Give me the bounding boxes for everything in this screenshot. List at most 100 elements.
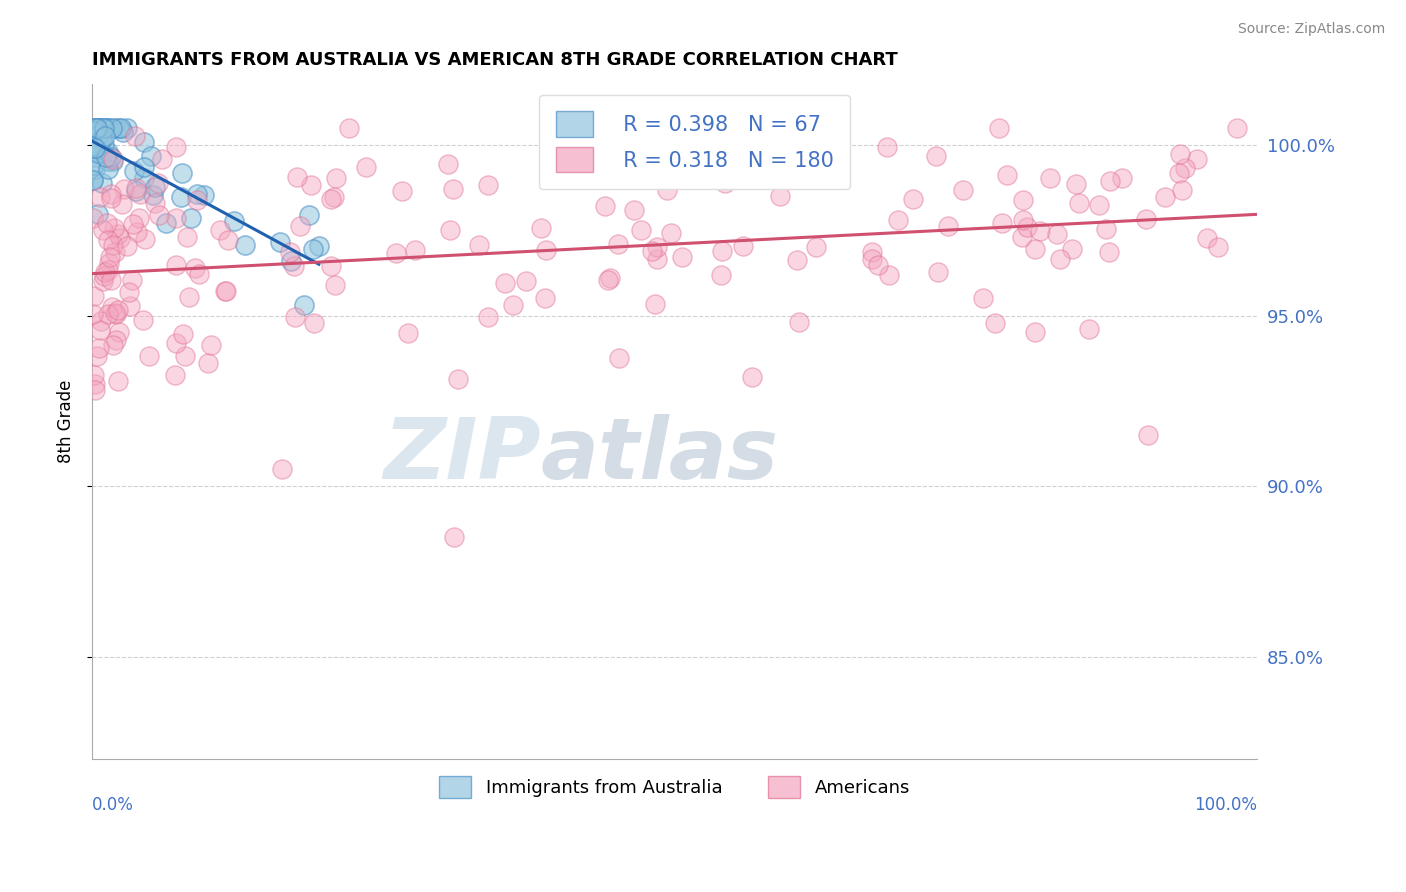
Point (132, 170, 155, 185)
Point (901, 192, 924, 206)
Point (447, 372, 470, 386)
Point (101, 338, 124, 352)
Point (112, 182, 135, 196)
Point (84, 121, 107, 136)
Text: IMMIGRANTS FROM AUSTRALIA VS AMERICAN 8TH GRADE CORRELATION CHART: IMMIGRANTS FROM AUSTRALIA VS AMERICAN 8T… (91, 51, 897, 69)
Point (146, 176, 169, 190)
Point (83, 150, 105, 164)
Point (1011, 230, 1033, 244)
Point (82, 211, 104, 226)
Point (83, 139, 105, 153)
Point (148, 208, 170, 222)
Point (302, 316, 325, 330)
Point (90, 314, 112, 328)
Point (89, 121, 111, 136)
Y-axis label: 8th Grade: 8th Grade (58, 380, 75, 463)
Point (96, 154, 118, 169)
Point (93, 137, 115, 152)
Point (93, 128, 115, 143)
Point (150, 152, 173, 166)
Point (1088, 198, 1111, 212)
Point (93, 121, 115, 136)
Point (1167, 166, 1189, 180)
Point (1111, 170, 1133, 185)
Point (125, 181, 148, 195)
Point (1174, 161, 1197, 176)
Point (984, 316, 1007, 330)
Point (534, 291, 557, 305)
Point (319, 192, 342, 206)
Point (1064, 178, 1087, 192)
Point (134, 232, 156, 246)
Point (82, 139, 104, 153)
Point (103, 244, 125, 259)
Point (87, 121, 110, 136)
Point (299, 178, 322, 192)
Text: 0.0%: 0.0% (91, 796, 134, 814)
Point (172, 166, 194, 180)
Point (723, 140, 745, 154)
Point (125, 184, 148, 198)
Point (645, 252, 668, 267)
Point (323, 277, 346, 292)
Point (879, 268, 901, 282)
Point (142, 188, 165, 202)
Text: 100.0%: 100.0% (1194, 796, 1257, 814)
Point (280, 245, 302, 260)
Point (97, 161, 120, 176)
Point (807, 169, 830, 183)
Point (733, 239, 755, 253)
Point (860, 244, 883, 259)
Point (606, 236, 628, 251)
Point (769, 189, 792, 203)
Point (89, 137, 111, 152)
Point (112, 125, 135, 139)
Point (100, 190, 122, 204)
Point (87, 342, 110, 356)
Point (804, 240, 827, 254)
Point (91, 176, 114, 190)
Point (1099, 174, 1122, 188)
Point (97, 307, 120, 321)
Point (165, 258, 187, 272)
Point (298, 208, 321, 222)
Point (787, 315, 810, 329)
Point (302, 242, 325, 256)
Point (494, 276, 516, 290)
Point (138, 350, 160, 364)
Point (176, 230, 198, 244)
Text: ZIP: ZIP (382, 414, 540, 497)
Point (1039, 170, 1062, 185)
Text: Source: ZipAtlas.com: Source: ZipAtlas.com (1237, 22, 1385, 37)
Point (91, 223, 114, 237)
Point (1060, 242, 1083, 256)
Point (404, 243, 426, 257)
Point (280, 254, 302, 268)
Point (107, 302, 129, 317)
Point (94, 121, 117, 136)
Point (233, 238, 256, 252)
Point (1015, 219, 1038, 234)
Point (1135, 212, 1157, 227)
Point (94, 150, 117, 164)
Point (97, 233, 120, 247)
Point (1049, 252, 1071, 267)
Point (87, 145, 110, 160)
Point (208, 223, 231, 237)
Point (110, 197, 132, 211)
Point (644, 297, 666, 311)
Point (89, 190, 111, 204)
Point (82, 307, 104, 321)
Point (1170, 147, 1192, 161)
Point (84, 121, 107, 136)
Point (165, 336, 187, 351)
Point (122, 163, 145, 178)
Point (165, 211, 187, 226)
Point (107, 374, 129, 388)
Point (283, 260, 305, 274)
Point (1206, 240, 1229, 254)
Point (97, 262, 120, 277)
Point (97, 256, 120, 270)
Point (284, 310, 307, 324)
Point (1136, 428, 1159, 442)
